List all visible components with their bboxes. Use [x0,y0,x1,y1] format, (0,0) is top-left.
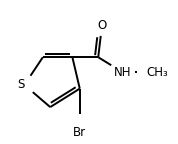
Text: S: S [17,78,24,91]
Text: O: O [97,19,107,32]
Text: CH₃: CH₃ [146,66,168,78]
Text: Br: Br [73,126,86,139]
Text: NH: NH [114,66,131,78]
